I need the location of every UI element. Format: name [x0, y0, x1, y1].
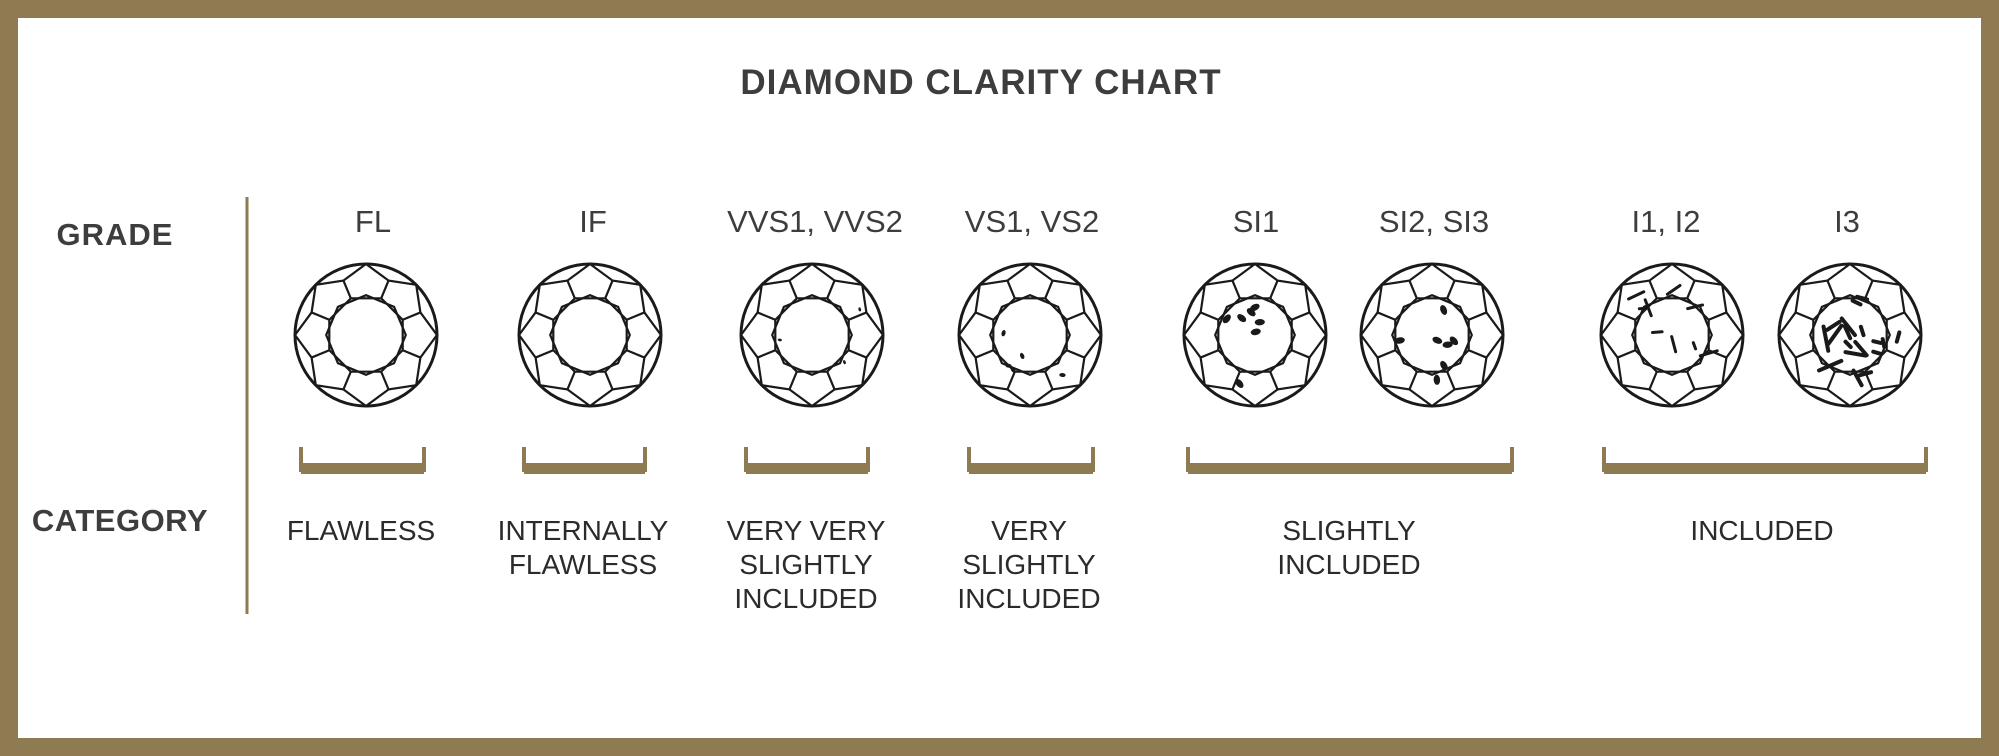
inclusion-mark: [1843, 339, 1853, 350]
category-brackets: [299, 447, 1928, 474]
inclusion-mark: [1440, 305, 1448, 315]
category-label: VERY VERY: [727, 515, 886, 546]
grade-label: FL: [355, 204, 391, 239]
category-label: SLIGHTLY: [1282, 515, 1416, 546]
inclusion-mark: [1691, 341, 1698, 351]
inclusion-mark: [1856, 370, 1874, 378]
inclusion-mark: [1821, 324, 1831, 353]
grade-label: IF: [579, 204, 607, 239]
grade-label: SI2, SI3: [1379, 204, 1489, 239]
diamond-icon: [1182, 262, 1328, 408]
category-label: SLIGHTLY: [739, 549, 873, 580]
grade-row-label: GRADE: [57, 217, 174, 252]
inclusion-mark: [1432, 336, 1443, 344]
grade-label: I1, I2: [1632, 204, 1701, 239]
diamond-icon: [1777, 262, 1923, 408]
category-bracket-bar: [524, 463, 645, 474]
category-bracket-bar: [1188, 463, 1512, 474]
inclusion-mark: [1394, 337, 1405, 344]
inclusion-mark: [1010, 366, 1016, 373]
category-label: INCLUDED: [734, 583, 877, 614]
inclusion-mark: [1839, 316, 1857, 338]
category-label: INTERNALLY: [498, 515, 669, 546]
grade-label: I3: [1834, 204, 1860, 239]
category-label: INCLUDED: [957, 583, 1100, 614]
chart-title: DIAMOND CLARITY CHART: [740, 63, 1221, 102]
inclusion-mark: [1637, 306, 1648, 311]
category-label: VERY: [991, 515, 1067, 546]
inclusion-mark: [1871, 349, 1884, 356]
diamond-icon: [517, 262, 663, 408]
category-label: FLAWLESS: [509, 549, 657, 580]
inclusion-mark: [1005, 363, 1012, 368]
category-bracket-bar: [1604, 463, 1926, 474]
inclusion-mark: [1825, 319, 1842, 332]
inclusion-mark: [1433, 374, 1441, 385]
inclusion-mark: [1843, 350, 1868, 358]
category-row-label: CATEGORY: [32, 503, 208, 538]
inclusion-mark: [1850, 298, 1863, 307]
inclusion-mark: [1001, 330, 1006, 337]
inclusion-mark: [1650, 330, 1664, 335]
category-bracket-bar: [746, 463, 868, 474]
category-label: INCLUDED: [1277, 549, 1420, 580]
inclusion-mark: [1440, 360, 1448, 371]
inclusion-mark: [1235, 379, 1244, 388]
inclusion-mark: [1019, 352, 1025, 360]
category-label: FLAWLESS: [287, 515, 435, 546]
inclusion-mark: [1842, 324, 1853, 341]
grade-label: SI1: [1233, 204, 1280, 239]
inclusion-mark: [1449, 336, 1459, 346]
grade-label: VS1, VS2: [965, 204, 1099, 239]
category-bracket-bar: [969, 463, 1093, 474]
inclusion-mark: [1894, 330, 1902, 344]
inclusion-mark: [1853, 339, 1869, 358]
inclusion-mark: [777, 338, 782, 342]
inclusion-mark: [1665, 283, 1682, 296]
category-bracket-bar: [301, 463, 424, 474]
inclusion-mark: [1627, 290, 1646, 301]
inclusion-mark: [1880, 337, 1887, 349]
inclusion-mark: [1250, 303, 1260, 312]
inclusion-mark: [1254, 318, 1265, 326]
clarity-diagram: DIAMOND CLARITY CHART GRADE CATEGORY FL I…: [32, 63, 1928, 614]
inclusion-mark: [1059, 373, 1066, 378]
grade-labels: FL IF VVS1, VVS2 VS1, VS2 SI1 SI2, SI3 I1, I2 I…: [355, 204, 1860, 239]
inclusion-mark: [1686, 303, 1705, 311]
diamond-icon: [293, 262, 439, 408]
inclusion-mark: [1250, 328, 1261, 336]
diamond-icon: [957, 262, 1103, 408]
inclusion-mark: [1851, 368, 1864, 388]
diamond-icon: [739, 262, 885, 408]
inclusion-mark: [1817, 358, 1844, 373]
inclusion-mark: [858, 307, 862, 312]
category-label: INCLUDED: [1690, 515, 1833, 546]
inclusion-mark: [1855, 294, 1870, 302]
inclusion-mark: [843, 360, 846, 365]
inclusion-mark: [1826, 323, 1844, 346]
inclusion-mark: [1698, 349, 1719, 358]
diamond-icon: [1359, 262, 1505, 408]
diamonds: [293, 262, 1923, 408]
category-label: SLIGHTLY: [962, 549, 1096, 580]
inclusion-mark: [1643, 298, 1653, 318]
inclusion-mark: [1222, 314, 1231, 324]
chart-panel: DIAMOND CLARITY CHART GRADE CATEGORY FL I…: [18, 18, 1981, 738]
diamond-icon: [1599, 262, 1745, 408]
inclusion-mark: [1237, 314, 1247, 323]
inclusion-mark: [1871, 339, 1883, 345]
grade-label: VVS1, VVS2: [727, 204, 903, 239]
inclusion-mark: [1442, 341, 1453, 348]
inclusion-mark: [1858, 324, 1866, 338]
inclusion-mark: [1670, 335, 1678, 354]
